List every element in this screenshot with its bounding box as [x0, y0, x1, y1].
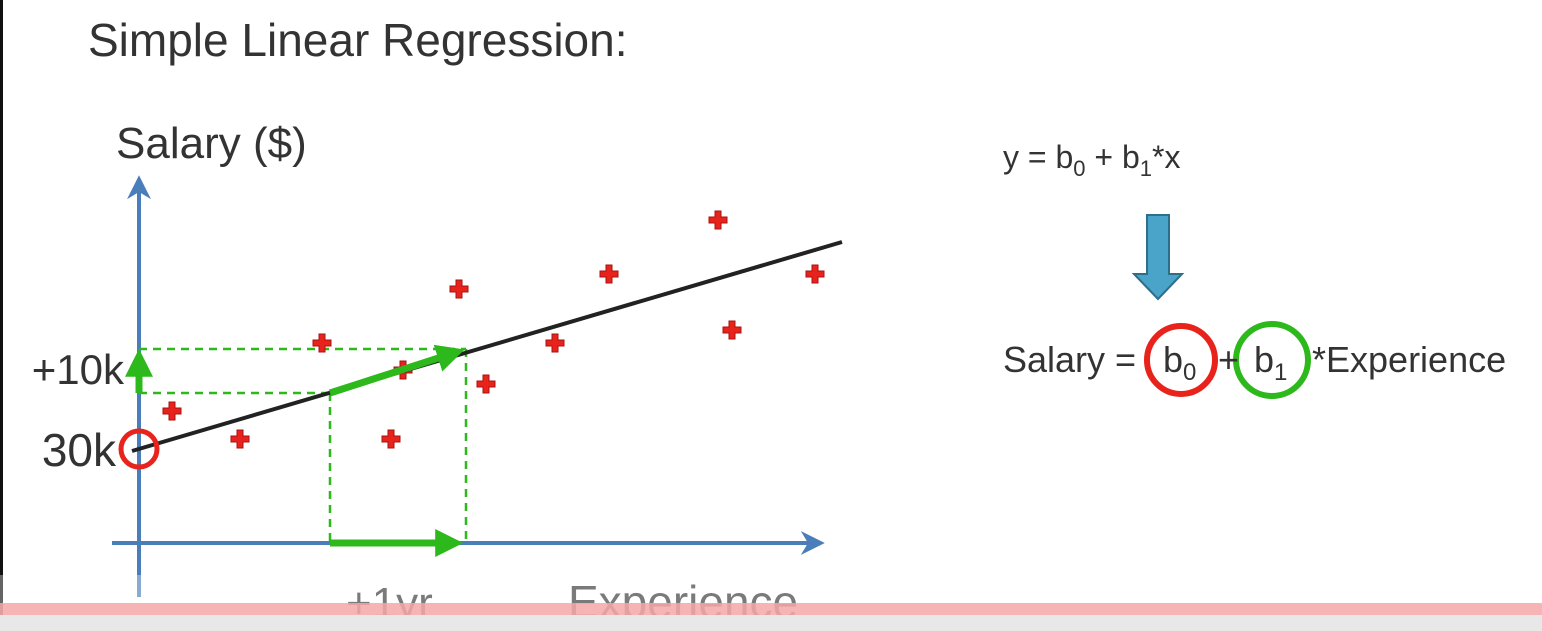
eq-part: y = b — [1003, 139, 1073, 175]
general-equation: y = b0 + b1*x — [1003, 139, 1180, 181]
eq-subscript: 1 — [1274, 359, 1287, 386]
eq-part: *Experience — [1312, 339, 1506, 380]
eq-subscript: 1 — [1140, 156, 1152, 181]
specific-equation: Salary = b0 + b1 *Experience — [1003, 339, 1506, 386]
down-arrow — [1131, 214, 1185, 301]
eq-subscript: 0 — [1183, 359, 1196, 386]
guides — [139, 347, 468, 543]
eq-subscript: 0 — [1073, 156, 1085, 181]
b0-circle — [1144, 323, 1218, 397]
y-step-label: +10k — [32, 346, 125, 393]
eq-part: *x — [1152, 139, 1180, 175]
eq-part: b — [1254, 339, 1274, 380]
slope-arrow — [328, 344, 465, 397]
b1-circle — [1233, 321, 1311, 399]
eq-part: + — [1218, 339, 1239, 380]
eq-part: + b — [1086, 139, 1140, 175]
regression-line — [131, 240, 843, 453]
left-border — [0, 0, 3, 631]
intercept-circle — [118, 428, 160, 470]
player-strip — [0, 615, 1542, 631]
y-axis-label: Salary ($) — [116, 119, 307, 168]
title: Simple Linear Regression: — [88, 14, 628, 66]
intercept-label: 30k — [42, 424, 117, 476]
eq-part: b — [1163, 339, 1183, 380]
eq-part: Salary = — [1003, 339, 1146, 380]
progress-bar[interactable] — [0, 603, 1542, 615]
